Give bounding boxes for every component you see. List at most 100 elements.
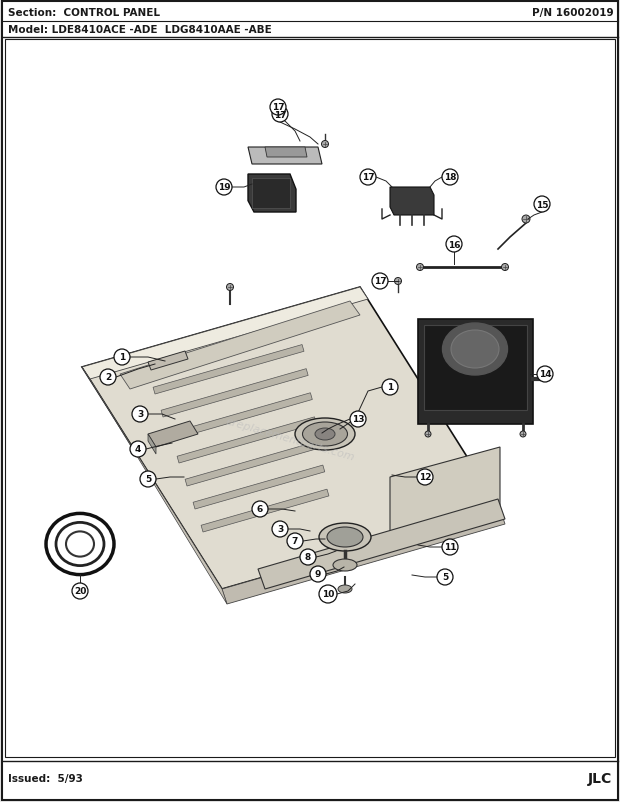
Ellipse shape [327, 528, 363, 547]
Polygon shape [153, 345, 304, 395]
Text: 6: 6 [257, 505, 263, 514]
Circle shape [72, 583, 88, 599]
Text: 8: 8 [305, 553, 311, 561]
Ellipse shape [303, 423, 347, 447]
Polygon shape [148, 435, 156, 455]
Circle shape [270, 100, 286, 115]
Circle shape [446, 237, 462, 253]
Ellipse shape [443, 323, 508, 375]
Circle shape [287, 533, 303, 549]
Text: 15: 15 [536, 200, 548, 209]
Ellipse shape [319, 524, 371, 551]
Polygon shape [82, 367, 227, 604]
Circle shape [537, 367, 553, 383]
Bar [252, 179, 290, 209]
Polygon shape [193, 465, 325, 509]
Circle shape [442, 170, 458, 186]
Circle shape [417, 264, 423, 271]
Circle shape [310, 566, 326, 582]
Polygon shape [265, 148, 307, 158]
Circle shape [382, 379, 398, 395]
Text: 18: 18 [444, 173, 456, 182]
Circle shape [272, 107, 288, 123]
Circle shape [425, 431, 431, 437]
Ellipse shape [315, 428, 335, 440]
Text: 17: 17 [272, 103, 285, 112]
Text: 5: 5 [442, 573, 448, 581]
Circle shape [319, 585, 337, 603]
Text: 3: 3 [277, 525, 283, 534]
Circle shape [226, 284, 234, 291]
Ellipse shape [333, 559, 357, 571]
Circle shape [216, 180, 232, 196]
Polygon shape [120, 302, 360, 390]
Polygon shape [148, 351, 188, 371]
Text: 11: 11 [444, 543, 456, 552]
Text: 2: 2 [105, 373, 111, 382]
Circle shape [100, 370, 116, 386]
Text: 14: 14 [539, 370, 551, 379]
Text: ereplacementparts.com: ereplacementparts.com [224, 416, 356, 463]
Polygon shape [82, 288, 368, 379]
Polygon shape [82, 288, 500, 589]
Polygon shape [222, 509, 505, 604]
Polygon shape [148, 422, 198, 448]
Circle shape [360, 170, 376, 186]
Circle shape [114, 350, 130, 366]
Circle shape [132, 407, 148, 423]
Text: 13: 13 [352, 415, 365, 424]
Polygon shape [201, 489, 329, 533]
Circle shape [394, 278, 402, 286]
Bar [418, 320, 533, 424]
Polygon shape [169, 393, 312, 440]
Circle shape [437, 569, 453, 585]
Circle shape [442, 539, 458, 555]
Ellipse shape [295, 419, 355, 451]
Polygon shape [185, 441, 321, 486]
Polygon shape [177, 417, 316, 464]
Text: 3: 3 [137, 410, 143, 419]
Polygon shape [258, 500, 505, 589]
Text: 20: 20 [74, 587, 86, 596]
Circle shape [522, 216, 530, 224]
Bar [424, 326, 527, 411]
Text: 16: 16 [448, 241, 460, 249]
Text: 7: 7 [292, 537, 298, 546]
Polygon shape [390, 188, 434, 216]
Text: 4: 4 [135, 445, 141, 454]
Circle shape [520, 431, 526, 437]
Circle shape [417, 469, 433, 485]
Circle shape [534, 196, 550, 213]
Circle shape [252, 501, 268, 517]
Text: 1: 1 [387, 383, 393, 392]
Circle shape [350, 411, 366, 427]
Circle shape [372, 273, 388, 290]
Circle shape [300, 549, 316, 565]
Text: 9: 9 [315, 569, 321, 579]
Text: Model: LDE8410ACE -ADE  LDG8410AAE -ABE: Model: LDE8410ACE -ADE LDG8410AAE -ABE [8, 25, 272, 35]
Text: Section:  CONTROL PANEL: Section: CONTROL PANEL [8, 8, 160, 18]
Text: 17: 17 [361, 173, 374, 182]
Text: JLC: JLC [588, 771, 612, 785]
Circle shape [272, 521, 288, 537]
Text: 1: 1 [119, 353, 125, 362]
Circle shape [140, 472, 156, 488]
Circle shape [322, 141, 329, 148]
Ellipse shape [338, 585, 352, 593]
Text: 17: 17 [273, 111, 286, 119]
Polygon shape [248, 148, 322, 164]
Polygon shape [390, 448, 500, 539]
Text: 19: 19 [218, 184, 230, 192]
Circle shape [130, 441, 146, 457]
Ellipse shape [451, 330, 499, 369]
Text: 10: 10 [322, 589, 334, 599]
Text: Issued:  5/93: Issued: 5/93 [8, 773, 83, 783]
Circle shape [502, 264, 508, 271]
Text: P/N 16002019: P/N 16002019 [533, 8, 614, 18]
Text: 12: 12 [418, 473, 432, 482]
Bar [5, 40, 615, 757]
Text: 5: 5 [145, 475, 151, 484]
Polygon shape [161, 369, 308, 418]
Text: 17: 17 [374, 277, 386, 286]
Polygon shape [248, 175, 296, 213]
